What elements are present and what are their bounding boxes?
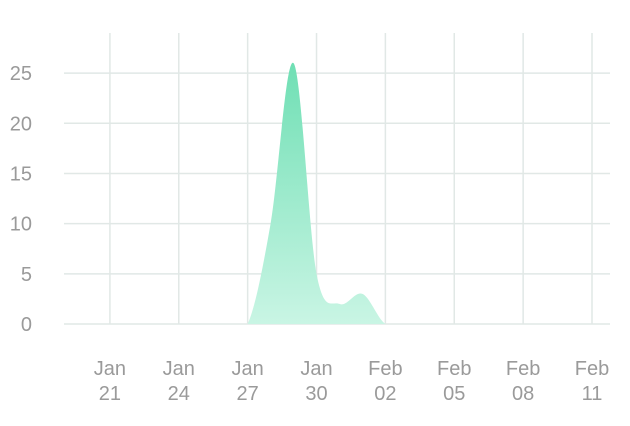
- x-tick-label-month: Feb: [575, 358, 609, 380]
- x-tick-label-month: Jan: [94, 358, 126, 380]
- series-area: [64, 62, 592, 324]
- y-tick-label: 10: [10, 214, 32, 236]
- x-tick-label-day: 05: [443, 383, 465, 405]
- y-tick-label: 15: [10, 163, 32, 185]
- y-tick-label: 25: [10, 63, 32, 85]
- y-tick-label: 0: [21, 314, 32, 336]
- x-tick-label-month: Feb: [506, 358, 540, 380]
- x-tick-label-day: 11: [582, 383, 603, 405]
- y-tick-label: 5: [21, 264, 32, 286]
- y-tick-label: 20: [10, 113, 32, 135]
- x-tick-label-month: Jan: [300, 358, 332, 380]
- x-tick-label-month: Feb: [368, 358, 402, 380]
- x-tick-label-day: 24: [168, 383, 190, 405]
- x-tick-label-day: 02: [374, 383, 396, 405]
- x-tick-label-month: Feb: [437, 358, 471, 380]
- x-tick-label-month: Jan: [163, 358, 195, 380]
- x-tick-label-day: 08: [512, 383, 534, 405]
- x-tick-label-day: 30: [305, 383, 327, 405]
- x-tick-label-month: Jan: [232, 358, 264, 380]
- x-tick-label-day: 27: [237, 383, 259, 405]
- x-tick-label-day: 21: [99, 383, 121, 405]
